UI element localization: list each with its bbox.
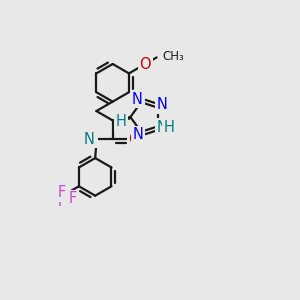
Text: O: O xyxy=(128,132,140,147)
Text: CH₃: CH₃ xyxy=(162,50,184,63)
Text: F: F xyxy=(57,194,66,209)
Text: H: H xyxy=(164,119,174,134)
Text: N: N xyxy=(157,98,167,112)
Text: N: N xyxy=(132,92,143,107)
Text: F: F xyxy=(58,185,66,200)
Text: H: H xyxy=(116,114,127,129)
Text: O: O xyxy=(140,56,151,71)
Text: H: H xyxy=(86,131,97,146)
Text: N: N xyxy=(83,132,94,147)
Text: N: N xyxy=(133,127,144,142)
Text: N: N xyxy=(157,119,167,134)
Text: F: F xyxy=(69,191,77,206)
